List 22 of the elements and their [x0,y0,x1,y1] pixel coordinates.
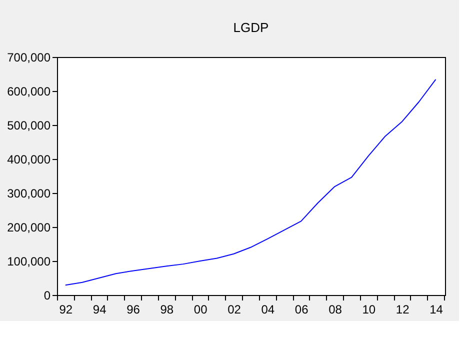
y-tick-label: 100,000 [7,254,51,268]
x-tick-label: 00 [194,302,208,316]
x-tick-label: 08 [328,302,342,316]
x-tick-label: 12 [396,302,410,316]
y-tick-label: 300,000 [7,186,51,200]
y-tick-label: 0 [44,288,51,302]
x-tick-label: 10 [362,302,376,316]
chart-title: LGDP [233,20,269,35]
x-tick-label: 98 [160,302,174,316]
y-tick-label: 400,000 [7,152,51,166]
x-tick-label: 92 [59,302,73,316]
x-tick-label: 04 [261,302,275,316]
x-tick-label: 96 [126,302,140,316]
y-tick-label: 500,000 [7,118,51,132]
x-tick-label: 14 [430,302,444,316]
x-tick-label: 06 [294,302,309,316]
y-tick-label: 200,000 [7,220,51,234]
y-tick-label: 700,000 [7,50,51,64]
x-tick-label: 02 [228,302,242,316]
x-tick-label: 94 [92,302,107,316]
line-series [64,78,436,286]
y-tick-label: 600,000 [7,84,51,98]
